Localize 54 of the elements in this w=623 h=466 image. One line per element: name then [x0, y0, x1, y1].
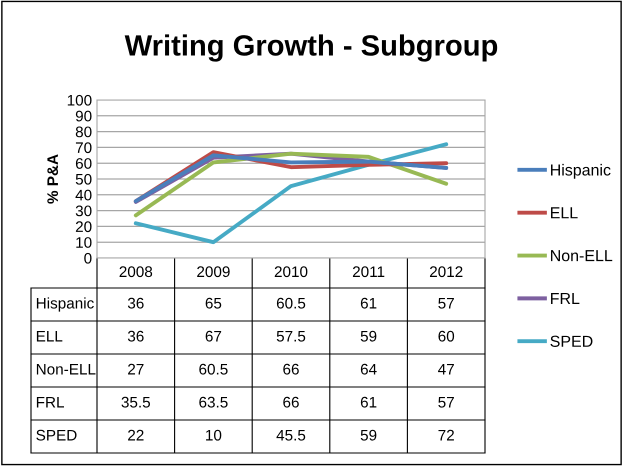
data-label: 63.5	[199, 396, 228, 408]
data-label: 22	[128, 430, 144, 440]
y-tick-label: 50	[76, 174, 92, 185]
y-tick-label: 30	[76, 205, 92, 216]
line-series	[134, 142, 448, 244]
data-label: 67	[206, 330, 222, 342]
text: ELL	[36, 330, 62, 342]
legend-label: Hispanic	[551, 164, 611, 179]
legend-label: ELL	[551, 207, 578, 218]
data-label: 45.5	[276, 430, 306, 441]
legend-label: FRL	[551, 292, 580, 304]
data-label: 35.5	[122, 396, 150, 408]
y-tick-label: 70	[76, 142, 92, 154]
legend-label: SPED	[550, 336, 592, 347]
data-label: 60.5	[199, 364, 228, 375]
text: Non-ELL	[36, 364, 96, 375]
data-label: 72	[438, 430, 454, 440]
y-tick-label: 40	[76, 190, 92, 200]
data-label: 59	[360, 330, 376, 342]
y-tick-label: 80	[76, 126, 92, 138]
chart-title: Writing Growth - Subgroup	[124, 34, 498, 62]
y-axis-title: % P&A	[47, 154, 58, 204]
y-tick-label: 10	[76, 237, 92, 248]
data-label: 60.5	[276, 298, 306, 309]
x-tick-label: 2010	[274, 266, 308, 278]
text: Hispanic	[36, 297, 94, 312]
x-tick-label: 2012	[430, 266, 462, 278]
data-label: 64	[360, 364, 377, 375]
data-label: 36	[128, 298, 144, 309]
data-label: 61	[360, 396, 376, 408]
y-tick-label: 60	[76, 158, 92, 169]
data-label: 36	[128, 330, 144, 342]
text: FRL	[36, 396, 64, 408]
data-label: 66	[283, 364, 299, 375]
y-tick-label: 20	[76, 221, 92, 232]
data-label: 65	[206, 298, 222, 309]
y-tick-label: 0	[84, 252, 92, 264]
y-tick-label: 100	[68, 94, 92, 106]
data-label: 66	[283, 396, 299, 408]
data-label: 59	[360, 430, 376, 441]
data-label: 47	[438, 364, 454, 374]
data-label: 27	[128, 364, 144, 374]
x-tick-label: 2008	[120, 266, 152, 278]
x-tick-label: 2011	[352, 266, 384, 278]
data-label: 61	[360, 298, 376, 309]
data-label: 10	[206, 430, 222, 441]
data-label: 57.5	[276, 330, 306, 342]
x-tick-label: 2009	[197, 266, 230, 278]
data-label: 60	[438, 330, 454, 342]
text: SPED	[36, 430, 77, 441]
data-label: 57	[438, 298, 454, 309]
data-label: 57	[438, 396, 454, 408]
legend-label: Non-ELL	[551, 250, 612, 262]
y-tick-label: 90	[76, 110, 92, 122]
